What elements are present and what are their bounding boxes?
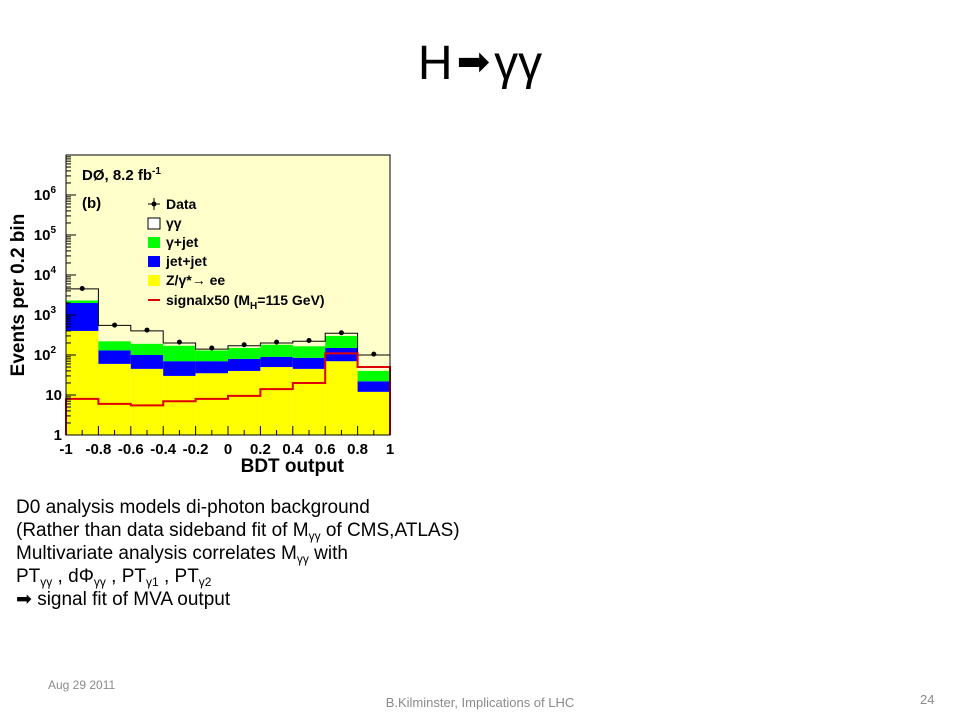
y-tick-label-2: 102 bbox=[34, 345, 57, 364]
data-point-9 bbox=[371, 351, 377, 357]
right-arrow-icon: ➡ bbox=[456, 40, 491, 84]
legend-data: Data bbox=[148, 196, 197, 212]
y-axis-label: Events per 0.2 bin bbox=[8, 214, 29, 377]
bar-gjet-bin-0 bbox=[66, 300, 99, 303]
bar-gjet-bin-9 bbox=[357, 370, 390, 382]
data-point-5 bbox=[241, 342, 247, 348]
legend-jetjet: jet+jet bbox=[148, 253, 207, 269]
legend-zee: Z/γ*→ ee bbox=[148, 272, 225, 288]
page-number: 24 bbox=[920, 692, 935, 707]
bar-jetjet-bin-0 bbox=[66, 302, 99, 331]
legend-gjet: γ+jet bbox=[148, 234, 199, 250]
title-h: H bbox=[417, 37, 453, 90]
panel-label: (b) bbox=[82, 195, 101, 212]
bar-zee-bin-1 bbox=[98, 363, 131, 435]
bar-zee-bin-7 bbox=[292, 368, 326, 435]
data-point-2 bbox=[144, 327, 150, 333]
x-tick-label-7: 0.4 bbox=[282, 441, 304, 458]
bar-gjet-bin-4 bbox=[195, 350, 228, 362]
note-line-1: D0 analysis models di-photon background bbox=[16, 497, 370, 518]
bar-gjet-bin-5 bbox=[228, 347, 261, 359]
x-tick-label-10: 1 bbox=[386, 441, 394, 458]
legend-gg-label: γγ bbox=[166, 215, 182, 231]
y-tick-label-3: 103 bbox=[34, 305, 57, 324]
slide-title: H ➡γγ bbox=[0, 30, 960, 96]
bdt-output-histogram: 1 10 102 103 104 105 106 -1 -0.8 -0.6 -0.4 -0.2 0 0.… bbox=[8, 154, 394, 477]
x-tick-label-5: 0 bbox=[224, 441, 232, 458]
x-tick-label-6: 0.2 bbox=[250, 441, 271, 458]
bar-zee-bin-9 bbox=[357, 391, 390, 435]
x-tick-label-4: -0.2 bbox=[183, 441, 209, 458]
analysis-notes: D0 analysis models di-photon background … bbox=[16, 496, 716, 611]
y-tick-label-1: 10 bbox=[45, 387, 62, 404]
legend: Data γγ γ+jet jet+jet Z/γ*→ ee signalx50… bbox=[147, 196, 325, 312]
y-tick-label-6: 106 bbox=[34, 185, 57, 204]
x-tick-label-8: 0.6 bbox=[315, 441, 336, 458]
data-point-3 bbox=[176, 339, 182, 345]
x-tick-label-1: -0.8 bbox=[85, 441, 111, 458]
bar-jetjet-bin-7 bbox=[292, 357, 326, 369]
experiment-label: DØ, 8.2 fb-1 bbox=[82, 166, 161, 184]
bar-zee-bin-4 bbox=[195, 373, 228, 435]
footer-date: Aug 29 2011 bbox=[48, 678, 116, 692]
bar-jetjet-bin-8 bbox=[325, 347, 358, 362]
x-tick-label-9: 0.8 bbox=[347, 441, 368, 458]
legend-gg: γγ bbox=[147, 215, 182, 231]
y-tick-label-4: 104 bbox=[34, 265, 57, 284]
y-tick-label-5: 105 bbox=[34, 225, 57, 244]
bar-jetjet-bin-5 bbox=[228, 358, 261, 371]
bar-zee-bin-3 bbox=[163, 375, 196, 435]
y-tick-label-0: 1 bbox=[54, 427, 62, 444]
legend-signal: signalx50 (MH=115 GeV) bbox=[148, 292, 325, 312]
bar-zee-bin-2 bbox=[130, 368, 164, 435]
note-line-4: PTγγ , dΦγγ , PTγ1 , PTγ2 bbox=[16, 566, 212, 589]
x-tick-label-0: -1 bbox=[59, 441, 72, 458]
note-line-2: (Rather than data sideband fit of Mγγ of… bbox=[16, 520, 460, 543]
legend-zee-label: Z/γ*→ ee bbox=[166, 272, 225, 288]
data-point-4 bbox=[209, 345, 215, 351]
x-tick-label-2: -0.6 bbox=[118, 441, 144, 458]
bar-jetjet-bin-6 bbox=[260, 356, 293, 368]
data-point-1 bbox=[112, 322, 118, 328]
bar-gjet-bin-8 bbox=[325, 335, 358, 348]
bar-gjet-bin-7 bbox=[292, 346, 326, 358]
footer-author: B.Kilminster, Implications of LHC bbox=[385, 695, 575, 710]
data-point-8 bbox=[338, 330, 344, 336]
legend-data-label: Data bbox=[166, 196, 197, 212]
signal-line bbox=[65, 352, 391, 435]
bar-gjet-bin-6 bbox=[260, 344, 293, 357]
bar-zee-bin-0 bbox=[66, 330, 99, 435]
bar-jetjet-bin-3 bbox=[163, 361, 196, 376]
bar-jetjet-bin-2 bbox=[130, 355, 164, 369]
note-line-5: ➡ signal fit of MVA output bbox=[16, 589, 231, 610]
bar-jetjet-bin-4 bbox=[195, 361, 228, 374]
x-axis-label: BDT output bbox=[241, 456, 345, 477]
title-gammagamma: γγ bbox=[494, 37, 543, 90]
bar-zee-bin-8 bbox=[325, 361, 358, 435]
x-tick-label-3: -0.4 bbox=[150, 441, 177, 458]
bar-zee-bin-6 bbox=[260, 367, 293, 435]
bar-jetjet-bin-1 bbox=[98, 350, 131, 364]
right-arrow-icon: ➡ bbox=[16, 589, 32, 610]
data-point-6 bbox=[274, 339, 280, 345]
legend-jetjet-label: jet+jet bbox=[165, 253, 207, 269]
note-line-3: Multivariate analysis correlates Mγγ wit… bbox=[16, 543, 348, 566]
bar-jetjet-bin-9 bbox=[357, 381, 390, 392]
annotation: DØ, 8.2 fb-1 (b) bbox=[82, 166, 161, 212]
bar-zee-bin-5 bbox=[228, 370, 261, 435]
bar-gjet-bin-2 bbox=[130, 343, 164, 355]
data-point-0 bbox=[79, 285, 85, 291]
legend-signal-label: signalx50 (MH=115 GeV) bbox=[166, 292, 325, 312]
bar-gjet-bin-1 bbox=[98, 341, 131, 351]
data-point-7 bbox=[306, 338, 312, 344]
legend-gjet-label: γ+jet bbox=[166, 234, 199, 250]
bar-gjet-bin-3 bbox=[163, 345, 196, 362]
